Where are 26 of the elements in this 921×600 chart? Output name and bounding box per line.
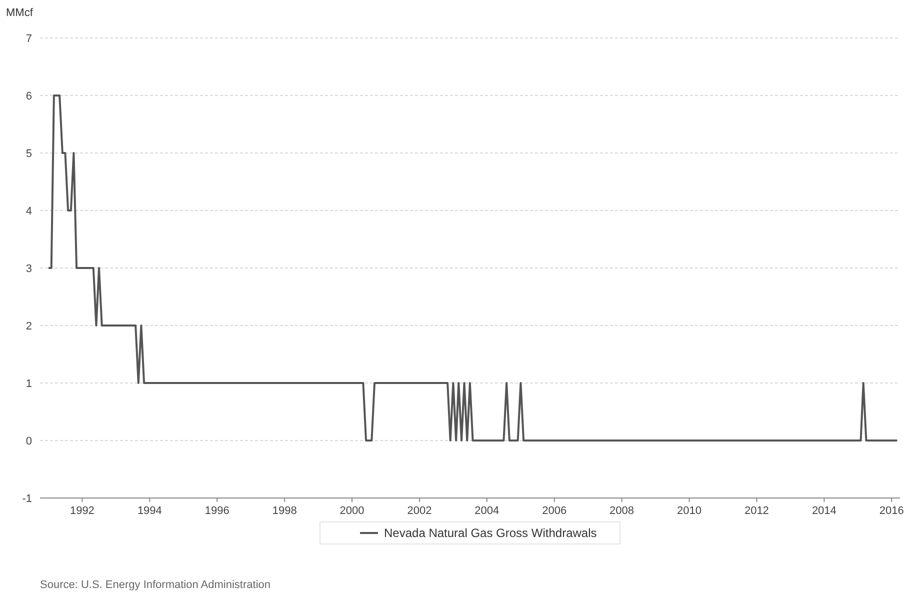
x-tick-label: 2004 [474,505,500,517]
legend-label: Nevada Natural Gas Gross Withdrawals [384,526,597,540]
source-note: Source: U.S. Energy Information Administration [40,579,270,591]
x-tick-label: 2010 [677,505,702,517]
y-tick-label: 3 [26,263,32,275]
x-tick-label: 1996 [204,505,230,517]
y-tick-label: 6 [26,90,32,102]
x-tick-label: 2016 [879,505,904,517]
y-axis-title: MMcf [6,7,34,19]
y-tick-label: -1 [22,493,32,505]
y-tick-label: 5 [26,148,32,160]
y-tick-label: 2 [26,320,32,332]
line-series [47,94,898,442]
x-tick-label: 2002 [407,505,432,517]
y-tick-label: 4 [26,206,32,218]
y-tick-label: 0 [26,436,32,448]
x-tick-label: 1992 [70,505,94,517]
x-tick-label: 2012 [744,505,769,517]
y-tick-label: 7 [26,33,32,45]
x-tick-label: 1994 [137,505,162,517]
x-tick-label: 2006 [542,505,567,517]
x-tick-label: 1998 [272,505,297,517]
x-tick-label: 2008 [610,505,634,517]
x-tick-label: 2000 [340,505,364,517]
x-tick-label: 2014 [812,505,836,517]
y-tick-label: 1 [26,378,32,390]
